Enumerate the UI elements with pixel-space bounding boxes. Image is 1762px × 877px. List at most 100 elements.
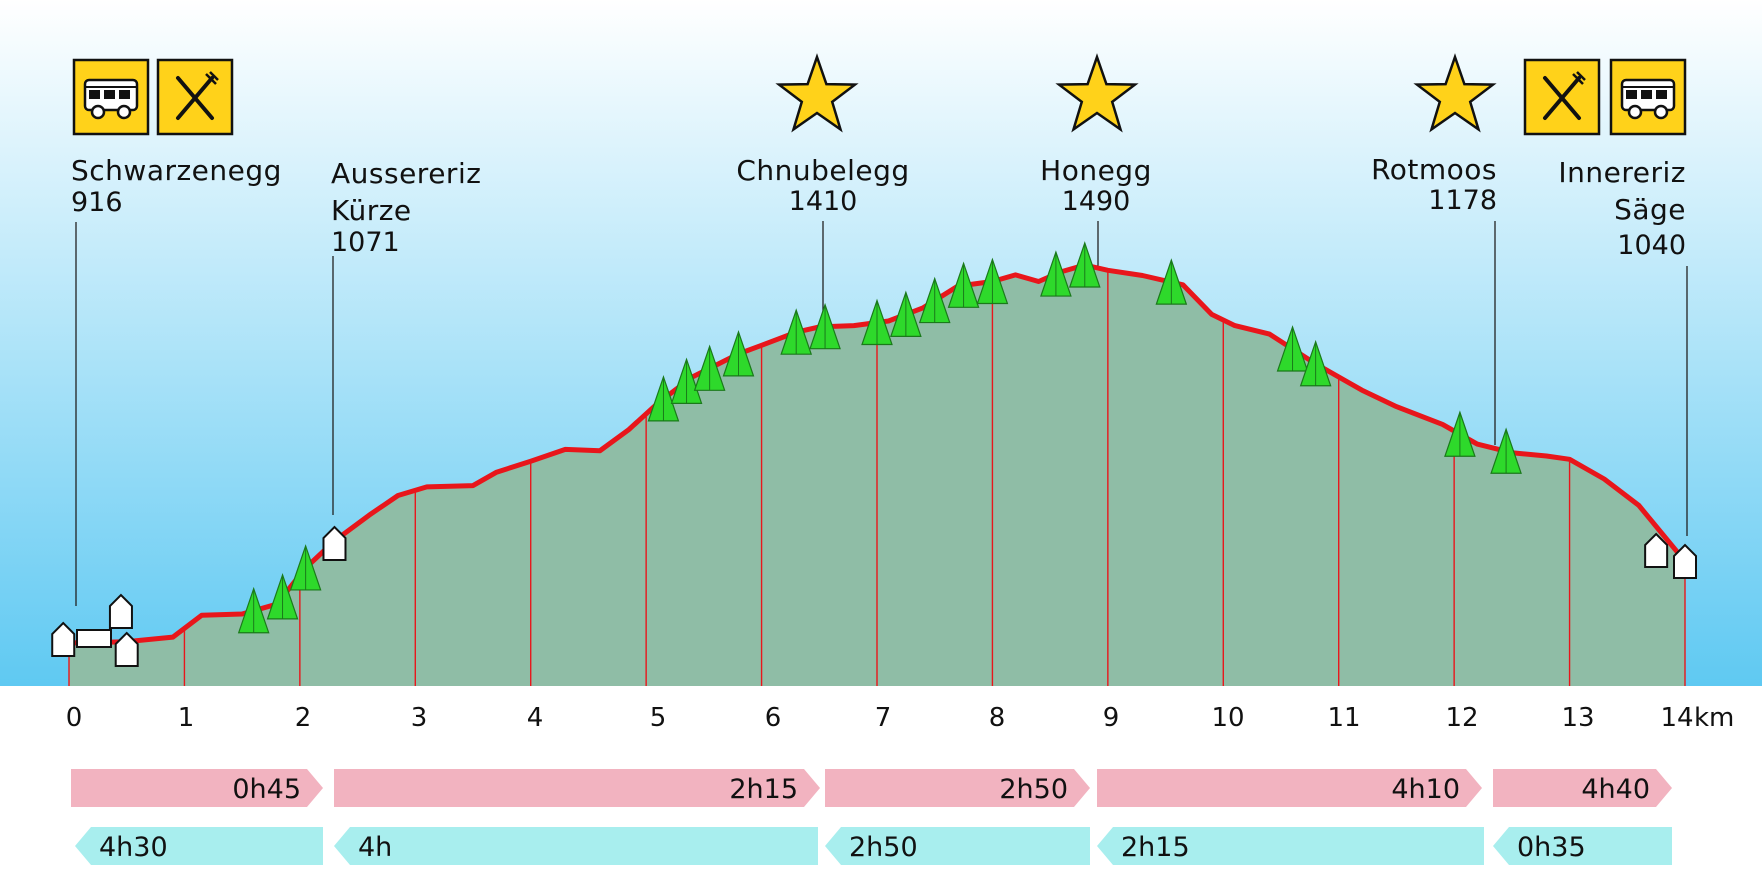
forward-arrow-shape <box>825 769 1090 807</box>
km-tick-label: 11 <box>1327 703 1360 733</box>
bus-wheel <box>116 104 132 120</box>
return-time-arrow-3: 2h15 <box>1097 827 1484 865</box>
km-tick-label: 8 <box>989 703 1006 733</box>
bus-wheel <box>1627 104 1643 120</box>
forward-arrow-shape <box>1097 769 1482 807</box>
return-time-label: 4h <box>358 832 392 863</box>
profile-line-layer <box>66 262 1688 646</box>
km-tick-label: 9 <box>1103 703 1120 733</box>
km-tick-label: 0 <box>66 703 83 733</box>
km-axis: 0 1 2 3 4 5 6 7 8 9 10 11 12 13 14 km <box>66 703 1735 733</box>
bus-window <box>1641 90 1652 99</box>
fork-tines <box>1572 71 1586 85</box>
tree-icon <box>237 586 270 634</box>
km-tick-label: 12 <box>1445 703 1478 733</box>
waypoint-name: Chnubelegg <box>736 154 909 187</box>
waypoint-altitude: 1490 <box>1062 186 1131 217</box>
house-icon <box>1644 532 1669 568</box>
forward-arrow-shape <box>334 769 820 807</box>
return-time-arrow-4: 0h35 <box>1493 827 1672 865</box>
km-gridlines <box>68 270 1686 686</box>
km-tick-label: 13 <box>1561 703 1594 733</box>
tree-icon <box>1299 339 1332 387</box>
return-time-label: 2h50 <box>849 832 918 863</box>
tree-icon <box>1068 241 1101 288</box>
km-tick-label: 10 <box>1211 703 1244 733</box>
tree-icon <box>1276 325 1309 372</box>
waypoint-name: Innereriz <box>1558 156 1686 189</box>
bus-window <box>1656 90 1667 99</box>
bus-window <box>1626 90 1637 99</box>
waypoint-name: Schwarzenegg <box>71 154 282 187</box>
tree-layer <box>237 241 1522 634</box>
km-tick-label: 7 <box>875 703 892 733</box>
km-tick-label: 14 <box>1660 703 1693 733</box>
star-icon <box>1413 53 1497 133</box>
fork-knife-icon <box>1523 58 1601 136</box>
waypoint-altitude: 916 <box>71 187 123 218</box>
tree-icon <box>1040 250 1072 297</box>
return-time-label: 0h35 <box>1517 832 1586 863</box>
return-arrow-shape <box>334 827 818 865</box>
forward-time-arrow-1: 2h15 <box>334 769 820 807</box>
forward-time-arrow-4: 4h40 <box>1493 769 1672 807</box>
return-time-arrow-2: 2h50 <box>825 827 1090 865</box>
house-icon <box>108 593 133 629</box>
tree-icon <box>266 573 299 620</box>
tree-icon <box>890 290 922 337</box>
waypoint-name: Rotmoos <box>1371 153 1497 186</box>
return-arrow-shape <box>1097 827 1484 865</box>
waypoint-leader-lines <box>75 221 1688 606</box>
star-icon <box>775 53 859 133</box>
waypoint-name: Honegg <box>1040 154 1152 187</box>
waypoint-altitude: 1071 <box>331 227 400 258</box>
waypoint-name: Säge <box>1614 193 1686 226</box>
waypoint-icons <box>72 53 1687 136</box>
forward-arrow-shape <box>71 769 323 807</box>
waypoint-altitude: 1410 <box>789 186 858 217</box>
return-arrow-shape <box>1493 827 1672 865</box>
bus-wheel <box>90 104 106 120</box>
return-arrow-shape <box>825 827 1090 865</box>
tree-icon <box>780 308 813 355</box>
tree-icon <box>918 276 951 324</box>
forward-time-arrow-0: 0h45 <box>71 769 323 807</box>
km-tick-label: 6 <box>765 703 782 733</box>
tree-icon <box>861 298 893 346</box>
return-time-label: 4h30 <box>99 832 168 863</box>
return-time-arrow-0: 4h30 <box>75 827 323 865</box>
km-unit-label: km <box>1694 703 1734 733</box>
walking-times: 0h45 2h15 2h50 4h10 4h40 4h30 4h 2h50 2h15 0h35 <box>71 769 1672 865</box>
return-arrow-shape <box>75 827 323 865</box>
tree-icon <box>647 375 680 422</box>
bus-icon <box>1609 58 1687 136</box>
km-tick-label: 4 <box>527 703 544 733</box>
waypoint-label-5: Innereriz Säge 1040 <box>1558 156 1686 261</box>
waypoint-altitude: 1040 <box>1617 230 1686 261</box>
bus-window <box>89 90 100 99</box>
fork-knife-icon <box>156 58 234 136</box>
tree-icon <box>670 357 703 404</box>
km-tick-label: 5 <box>650 703 667 733</box>
forward-time-label: 4h40 <box>1581 774 1650 805</box>
km-tick-label: 1 <box>178 703 195 733</box>
tree-icon <box>722 330 755 377</box>
house-layer <box>51 525 1697 667</box>
bus-wheel <box>1653 104 1669 120</box>
house-icon <box>1673 543 1697 579</box>
fork-handle <box>176 76 214 120</box>
waypoint-altitude: 1178 <box>1428 185 1497 216</box>
fork-tines <box>205 71 219 85</box>
forward-time-arrow-3: 4h10 <box>1097 769 1482 807</box>
forward-time-arrow-2: 2h50 <box>825 769 1090 807</box>
fork-handle <box>1543 76 1581 120</box>
return-time-label: 2h15 <box>1121 832 1190 863</box>
tree-icon <box>289 544 322 591</box>
km-tick-label: 2 <box>295 703 312 733</box>
tree-icon <box>1155 258 1188 305</box>
